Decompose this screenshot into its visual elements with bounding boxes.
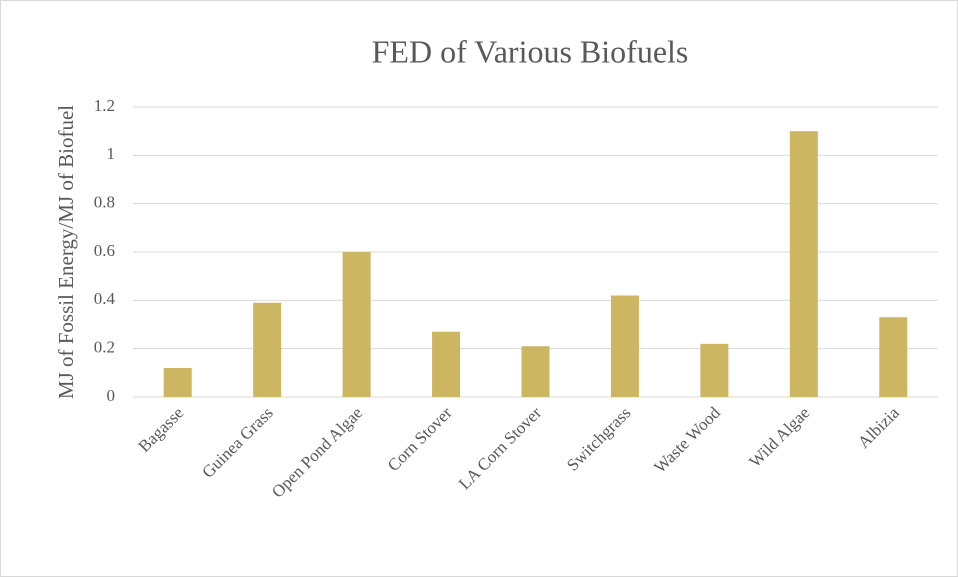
bar: [521, 346, 550, 397]
bar: [610, 295, 639, 397]
y-tick-label: 0.8: [94, 193, 115, 212]
y-tick-label: 0: [107, 386, 116, 405]
bar: [342, 252, 371, 397]
y-tick-label: 0.2: [94, 338, 115, 357]
y-axis-label: MJ of Fossil Energy/MJ of Biofuel: [54, 105, 78, 399]
chart-title: FED of Various Biofuels: [372, 33, 689, 69]
bar: [432, 331, 461, 397]
y-tick-label: 0.6: [94, 241, 115, 260]
bar: [879, 317, 908, 397]
bar: [253, 302, 282, 397]
bar: [789, 131, 818, 397]
y-tick-label: 0.4: [94, 289, 116, 308]
bar: [700, 343, 729, 397]
y-tick-label: 1: [107, 144, 116, 163]
bar: [163, 368, 192, 397]
y-tick-label: 1.2: [94, 96, 115, 115]
